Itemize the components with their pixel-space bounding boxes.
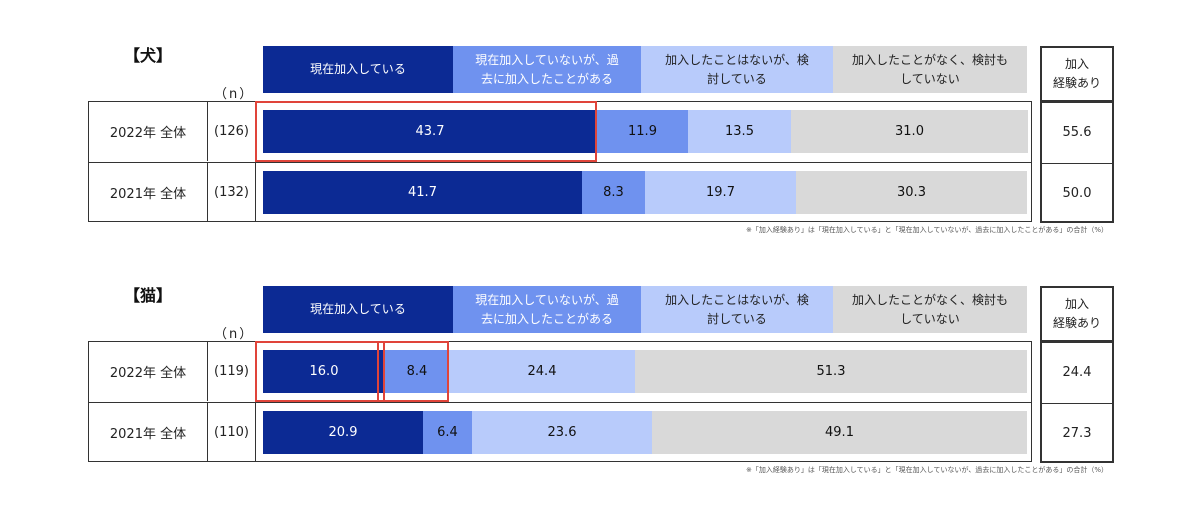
table-row: 2021年 全体 (132) 41.7 8.3 19.7 30.3: [89, 162, 1031, 222]
data-table: 2022年 全体 (126) 43.7 11.9 13.5 31.0 2021年 全体 (13…: [88, 101, 1032, 222]
category-header-line: 討している: [707, 71, 767, 86]
bar-segment-3: 23.6: [472, 411, 652, 454]
category-header-line: 去に加入したことがある: [480, 311, 613, 326]
category-header-line: 加入したことがなく、検討も: [851, 52, 1008, 67]
experience-value: 24.4: [1062, 365, 1092, 380]
bar-value-label: 43.7: [415, 124, 445, 139]
category-header-line: 加入したことはないが、検: [665, 52, 809, 67]
category-header-line: していない: [900, 311, 960, 326]
bar-segment-2: 11.9: [597, 110, 688, 153]
category-header-line: 現在加入している: [310, 62, 406, 76]
row-sample-size: (126): [208, 102, 256, 161]
bar-value-label: 41.7: [408, 185, 437, 200]
experience-value: 55.6: [1062, 125, 1092, 140]
bar-value-label: 20.9: [328, 425, 358, 440]
category-header-line: 現在加入していないが、過: [475, 52, 619, 67]
category-header-1: 現在加入している: [263, 286, 453, 333]
experience-header-line: 経験あり: [1052, 76, 1101, 90]
row-label: 2021年 全体: [89, 163, 208, 222]
category-header-line: していない: [900, 71, 960, 86]
category-header-1: 現在加入している: [263, 46, 453, 93]
category-header-text: 加入したことはないが、検 討している: [665, 291, 809, 329]
bar-segment-4: 49.1: [652, 411, 1027, 454]
row-label: 2021年 全体: [89, 403, 208, 462]
experience-column: 24.4 27.3: [1040, 341, 1114, 463]
row-sample-size: (132): [208, 163, 256, 222]
category-header-2: 現在加入していないが、過 去に加入したことがある: [453, 286, 641, 333]
bar-segment-1: 43.7: [263, 110, 597, 153]
row-sample-size: (110): [208, 403, 256, 462]
n-label: （n）: [214, 87, 255, 102]
chart-title: 【犬】: [124, 46, 173, 65]
category-header-text: 加入したことがなく、検討も していない: [852, 291, 1008, 329]
experience-header-line: 加入: [1064, 57, 1089, 71]
bar-value-label: 24.4: [527, 364, 557, 379]
category-header-text: 現在加入している: [310, 60, 406, 79]
category-header-text: 現在加入していないが、過 去に加入したことがある: [475, 291, 618, 329]
bar-segment-4: 30.3: [796, 171, 1027, 214]
category-header-line: 現在加入していないが、過: [475, 292, 619, 307]
bar-segment-2: 8.3: [582, 171, 645, 214]
bar-segment-1: 16.0: [263, 350, 385, 393]
category-header-line: 加入したことがなく、検討も: [851, 292, 1008, 307]
bar-value-label: 6.4: [437, 425, 458, 440]
category-header-3: 加入したことはないが、検 討している: [641, 46, 833, 93]
category-header-line: 去に加入したことがある: [480, 71, 613, 86]
table-row: 2022年 全体 (126) 43.7 11.9 13.5 31.0: [89, 102, 1031, 161]
category-header-line: 討している: [707, 311, 767, 326]
bar-segment-1: 20.9: [263, 411, 423, 454]
row-label: 2022年 全体: [89, 342, 208, 401]
bar-segment-3: 13.5: [688, 110, 791, 153]
category-header-3: 加入したことはないが、検 討している: [641, 286, 833, 333]
category-header-line: 加入したことはないが、検: [665, 292, 809, 307]
bar-value-label: 51.3: [816, 364, 846, 379]
experience-header-line: 加入: [1064, 297, 1089, 311]
category-header-2: 現在加入していないが、過 去に加入したことがある: [453, 46, 641, 93]
bar-segment-3: 24.4: [449, 350, 635, 393]
bar-value-label: 31.0: [895, 124, 924, 139]
bar-value-label: 23.6: [547, 425, 577, 440]
bar-value-label: 11.9: [628, 124, 657, 139]
bar-segment-2: 8.4: [385, 350, 449, 393]
experience-header-line: 経験あり: [1052, 316, 1101, 330]
cat-chart-panel: 【猫】 （n） 現在加入している 現在加入していないが、過 去に加入したことがある 加入し…: [0, 282, 1200, 507]
bar-value-label: 30.3: [897, 185, 926, 200]
bar-segment-1: 41.7: [263, 171, 582, 214]
bar-segment-3: 19.7: [645, 171, 796, 214]
category-header-4: 加入したことがなく、検討も していない: [833, 286, 1027, 333]
category-header-line: 現在加入している: [310, 302, 406, 316]
experience-value: 27.3: [1042, 403, 1112, 463]
bar-segment-4: 31.0: [791, 110, 1028, 153]
data-table: 2022年 全体 (119) 16.0 8.4 24.4 51.3 2021年 全体 (110…: [88, 341, 1032, 462]
bar-value-label: 16.0: [309, 364, 339, 379]
bar-value-label: 19.7: [706, 185, 735, 200]
bar-segment-4: 51.3: [635, 350, 1027, 393]
experience-column: 55.6 50.0: [1040, 101, 1114, 223]
table-row: 2021年 全体 (110) 20.9 6.4 23.6 49.1: [89, 402, 1031, 462]
experience-value: 50.0: [1042, 163, 1112, 223]
experience-header: 加入 経験あり: [1040, 286, 1114, 342]
bar-value-label: 49.1: [825, 425, 854, 440]
category-header-text: 加入したことはないが、検 討している: [665, 51, 809, 89]
category-header-text: 加入したことがなく、検討も していない: [852, 51, 1008, 89]
row-label: 2022年 全体: [89, 102, 208, 161]
category-header-text: 現在加入している: [310, 300, 406, 319]
footnote: ※「加入経験あり」は「現在加入している」と「現在加入していないが、過去に加入した…: [746, 466, 1108, 474]
footnote: ※「加入経験あり」は「現在加入している」と「現在加入していないが、過去に加入した…: [746, 226, 1108, 234]
category-header-4: 加入したことがなく、検討も していない: [833, 46, 1027, 93]
n-label: （n）: [214, 327, 255, 342]
category-header-text: 現在加入していないが、過 去に加入したことがある: [475, 51, 618, 89]
experience-header: 加入 経験あり: [1040, 46, 1114, 102]
bar-value-label: 8.3: [603, 185, 624, 200]
bar-value-label: 8.4: [406, 364, 428, 379]
bar-segment-2: 6.4: [423, 411, 472, 454]
bar-value-label: 13.5: [725, 124, 754, 139]
row-sample-size: (119): [208, 342, 256, 401]
dog-chart-panel: 【犬】 （n） 現在加入している 現在加入していないが、過 去に加入したことがある 加入し…: [0, 42, 1200, 267]
chart-title: 【猫】: [124, 286, 173, 305]
table-row: 2022年 全体 (119) 16.0 8.4 24.4 51.3: [89, 342, 1031, 401]
